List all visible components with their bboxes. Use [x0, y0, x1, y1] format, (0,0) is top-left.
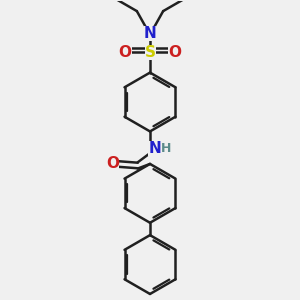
- Text: O: O: [106, 156, 119, 171]
- Text: O: O: [168, 45, 181, 60]
- Text: H: H: [161, 142, 172, 155]
- Text: S: S: [145, 45, 155, 60]
- Text: N: N: [148, 141, 161, 156]
- Text: N: N: [144, 26, 156, 41]
- Text: O: O: [119, 45, 132, 60]
